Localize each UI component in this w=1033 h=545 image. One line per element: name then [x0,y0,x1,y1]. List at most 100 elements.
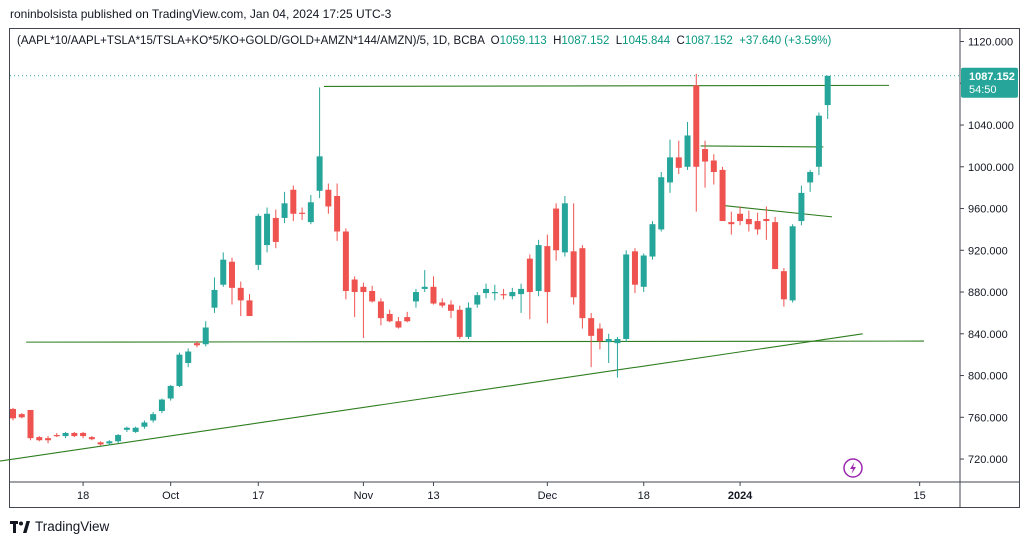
candle-body[interactable] [623,254,630,340]
candle-body[interactable] [237,287,244,301]
candle-body[interactable] [36,437,43,441]
candle-body[interactable] [176,354,183,386]
candle-body[interactable] [561,203,568,253]
candle-body[interactable] [710,160,717,172]
candle-body[interactable] [448,304,454,311]
candle-body[interactable] [342,231,349,291]
candle-body[interactable] [439,302,446,306]
candle-body[interactable] [798,192,805,222]
candle-body[interactable] [737,213,744,222]
candle-body[interactable] [658,177,665,230]
candle-body[interactable] [684,135,691,167]
candle-body[interactable] [456,309,463,337]
candle-body[interactable] [465,307,472,337]
candle-body[interactable] [27,409,34,439]
candle-body[interactable] [824,75,831,106]
candle-body[interactable] [220,259,227,285]
candle-body[interactable] [509,292,516,297]
candle-body[interactable] [754,221,761,230]
candle-body[interactable] [281,203,288,218]
candle-body[interactable] [193,343,200,346]
candle-body[interactable] [430,286,437,304]
candle-body[interactable] [526,258,533,293]
candle-body[interactable] [588,318,595,336]
candle-body[interactable] [307,202,314,223]
candle-body[interactable] [386,313,393,322]
candle-body[interactable] [640,255,647,287]
drawing-resistance-line[interactable] [323,84,890,87]
candle-body[interactable] [369,290,376,302]
candle-body[interactable] [255,215,262,265]
candle-body[interactable] [728,222,735,225]
candle-body[interactable] [614,339,621,344]
candle-body[interactable] [10,408,16,419]
candle-body[interactable] [167,385,174,399]
candle-body[interactable] [325,189,332,207]
candle-body[interactable] [53,435,60,437]
candle-body[interactable] [71,432,78,437]
candle-body[interactable] [97,442,104,445]
candle-body[interactable] [570,251,577,298]
candle-body[interactable] [123,427,130,430]
candle-body[interactable] [334,196,341,232]
candle-body[interactable] [544,246,551,293]
candle-body[interactable] [719,169,726,222]
candle-body[interactable] [18,414,25,418]
candle-body[interactable] [789,226,796,301]
candle-body[interactable] [202,327,209,345]
candle-body[interactable] [290,189,297,214]
candle-body[interactable] [360,286,367,293]
candle-body[interactable] [299,212,306,214]
candle-body[interactable] [395,321,402,328]
candle-body[interactable] [745,218,752,225]
candle-body[interactable] [211,289,218,308]
drawing-trendline-line[interactable] [0,333,863,462]
candle-body[interactable] [88,437,95,440]
candle-body[interactable] [377,301,384,319]
footer-branding[interactable]: TradingView [10,519,109,534]
candle-body[interactable] [605,339,612,343]
candle-body[interactable] [763,218,770,222]
drawing-breakout-line[interactable] [700,145,824,148]
candle-body[interactable] [491,292,498,294]
candle-body[interactable] [115,435,122,442]
candle-body[interactable] [596,328,603,342]
candle-body[interactable] [500,294,507,296]
candle-body[interactable] [675,157,682,168]
candle-body[interactable] [80,432,87,437]
candle-body[interactable] [412,292,419,302]
candle-body[interactable] [631,251,638,285]
candle-body[interactable] [553,208,560,251]
candle-body[interactable] [807,171,814,183]
candle-body[interactable] [272,217,279,242]
candle-body[interactable] [474,295,481,305]
candle-body[interactable] [229,261,235,288]
candle-body[interactable] [45,438,52,441]
candle-body[interactable] [132,427,139,432]
candle-body[interactable] [316,156,323,191]
candle-body[interactable] [535,245,542,291]
candle-body[interactable] [483,288,490,294]
candle-body[interactable] [693,85,700,167]
candle-body[interactable] [772,222,779,270]
candle-body[interactable] [404,317,411,322]
candle-body[interactable] [649,224,656,257]
drawing-horizontal-line[interactable] [26,340,925,343]
candle-body[interactable] [667,157,673,183]
chart-frame[interactable] [9,28,1020,508]
candle-body[interactable] [702,149,709,162]
candle-body[interactable] [518,288,525,295]
candle-body[interactable] [141,422,148,427]
candle-body[interactable] [150,414,157,421]
candle-body[interactable] [264,213,271,246]
candle-body[interactable] [579,248,586,319]
candle-body[interactable] [106,441,113,444]
candle-body[interactable] [351,279,358,293]
candle-body[interactable] [421,286,428,289]
candle-body[interactable] [815,115,822,167]
candle-body[interactable] [185,351,192,364]
candle-body[interactable] [62,432,69,437]
candle-body[interactable] [246,300,253,317]
candle-body[interactable] [780,271,787,300]
